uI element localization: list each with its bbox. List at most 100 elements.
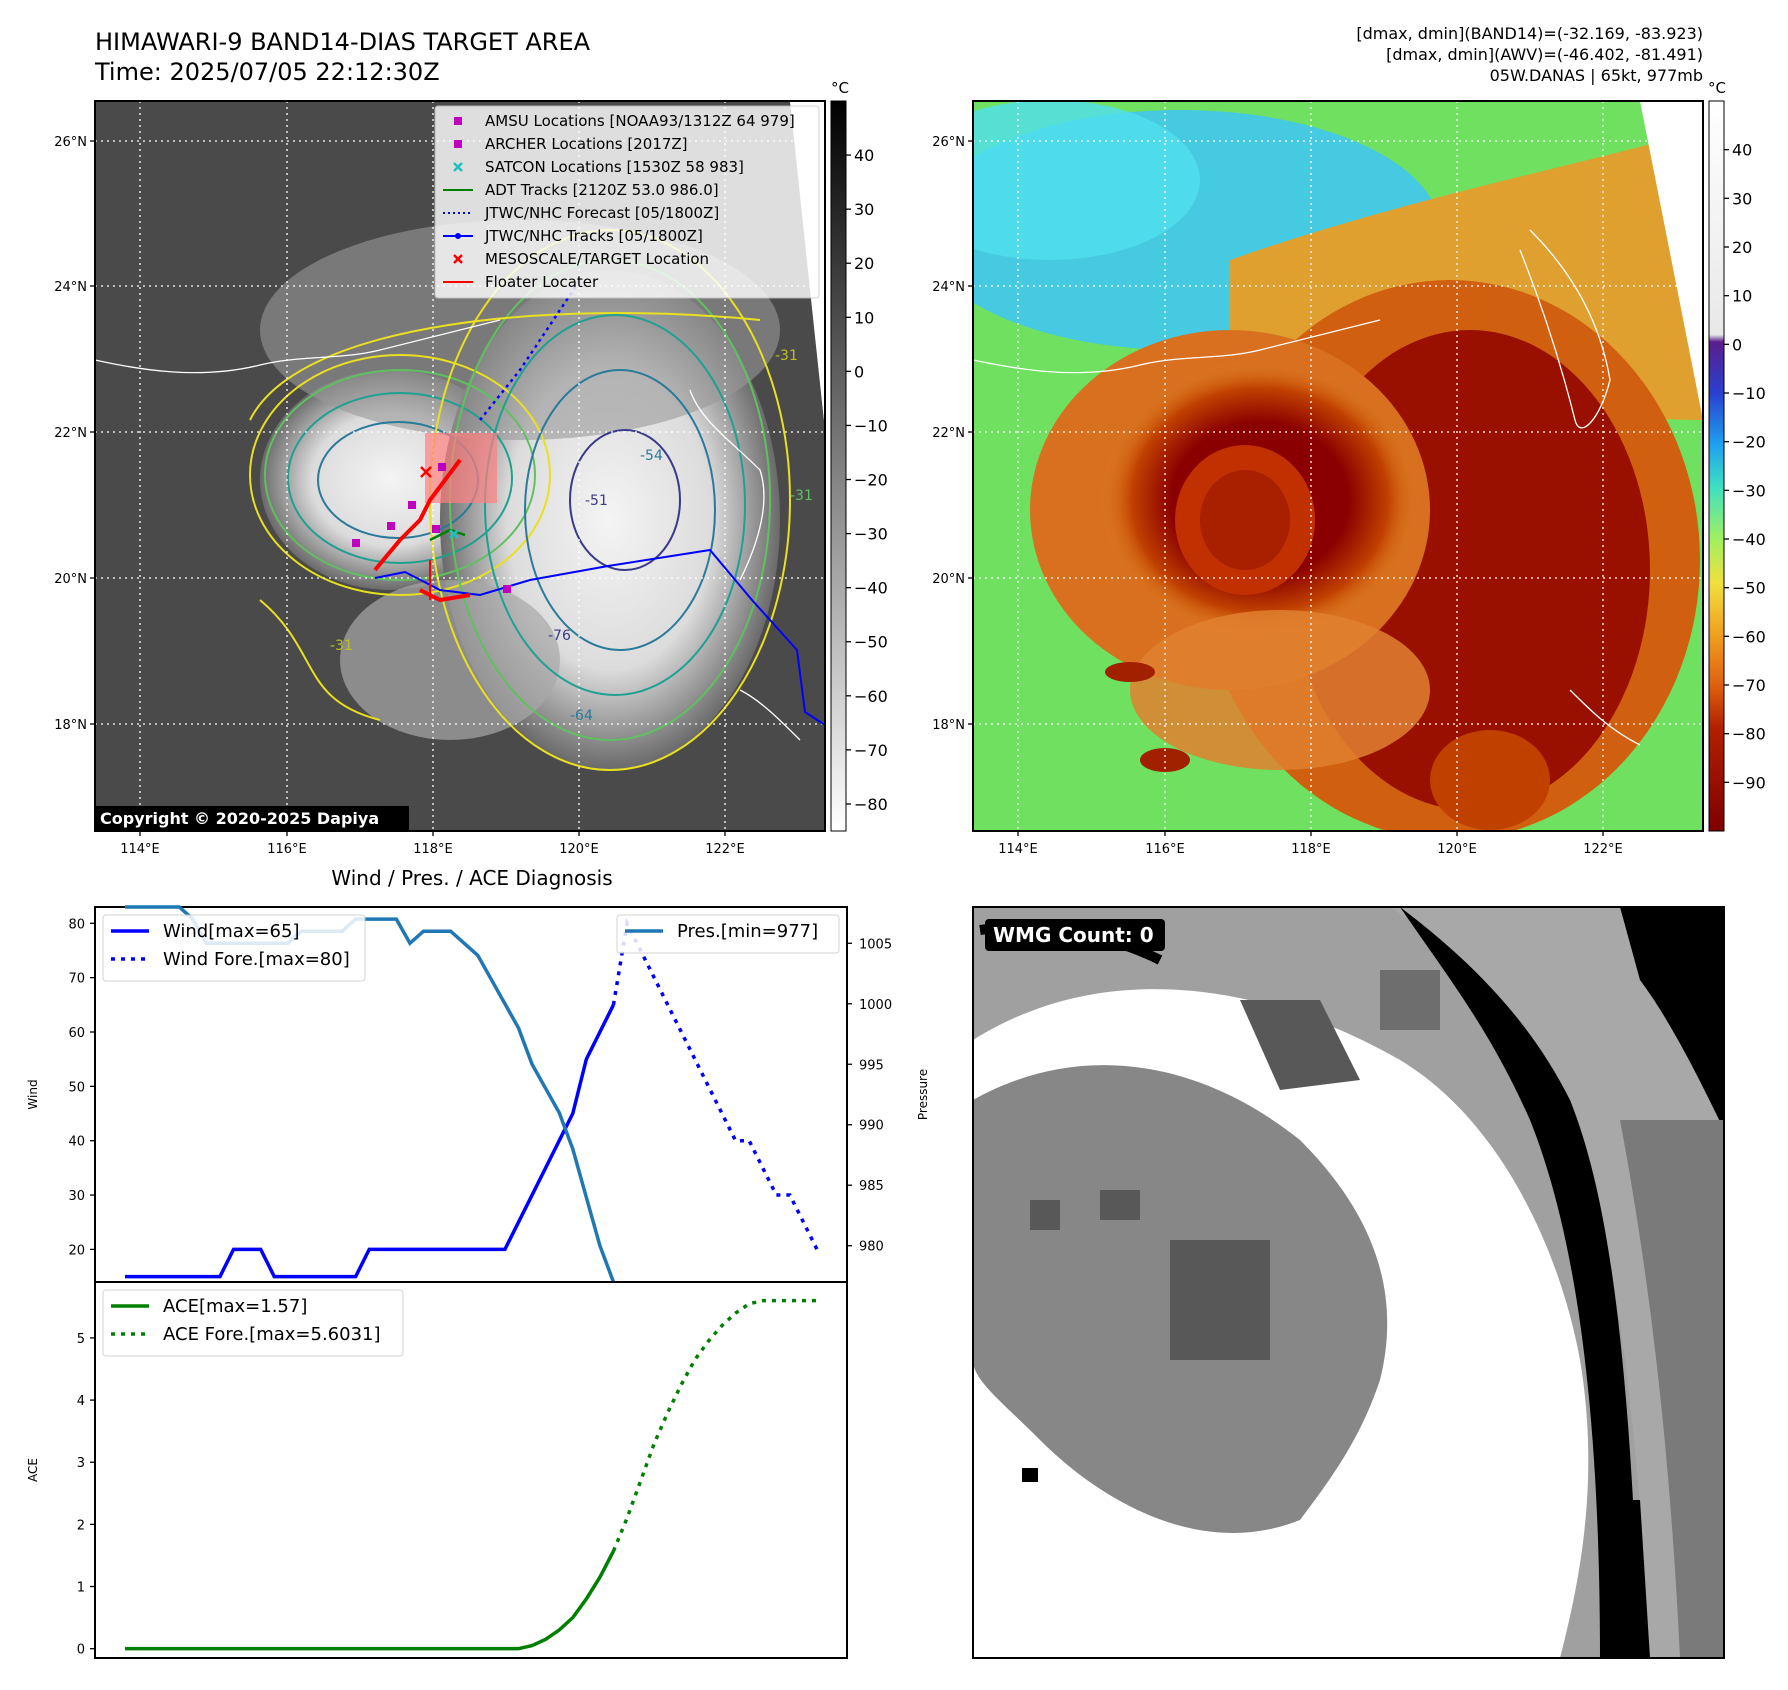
legend-label: Pres.[min=977] — [677, 921, 818, 942]
contour-label: -51 — [585, 493, 608, 509]
colorbar-tick-label: 40 — [1732, 141, 1752, 160]
legend-entry: MESOSCALE/TARGET Location — [453, 250, 709, 268]
lat-label: 26°N — [54, 135, 87, 150]
legend-label: Floater Locater — [485, 273, 599, 291]
colorbar-tick-label: 30 — [854, 200, 874, 219]
lat-label: 26°N — [932, 135, 965, 150]
y2-tick-label: 990 — [859, 1119, 884, 1134]
ir-map-axis-labels: 26°N 24°N 22°N 20°N 18°N 114°E 116°E 118°E 120°E… — [54, 135, 745, 857]
y-tick-label: 0 — [77, 1643, 85, 1658]
y2-tick-label: 1000 — [859, 998, 892, 1013]
legend-entry: AMSU Locations [NOAA93/1312Z 64 979] — [454, 112, 795, 130]
lat-label: 18°N — [932, 718, 965, 733]
colorbar-tick-label: −30 — [1732, 481, 1766, 500]
series-observed-line — [125, 1550, 616, 1651]
y2-tick-label: 985 — [859, 1179, 884, 1194]
y-tick-label: 3 — [77, 1456, 85, 1471]
y-axis-label: Wind — [26, 1079, 40, 1109]
contour-label: -31 — [330, 638, 353, 654]
colorbar-tick-label: −40 — [1732, 530, 1766, 549]
lat-label: 20°N — [54, 572, 87, 587]
contour-label: -31 — [790, 488, 813, 504]
ir-colorbar — [830, 100, 847, 832]
map-legend: AMSU Locations [NOAA93/1312Z 64 979] ARCH… — [434, 105, 820, 299]
legend-entry: SATCON Locations [1530Z 58 983] — [453, 158, 744, 176]
colorbar-tick-label: −70 — [1732, 676, 1766, 695]
colorbar-tick-label: −80 — [854, 795, 888, 814]
lon-label: 122°E — [705, 842, 745, 857]
colorbar-tick-label: 30 — [1732, 189, 1752, 208]
colorbar-tick-label: −40 — [854, 579, 888, 598]
legend-label: ADT Tracks [2120Z 53.0 986.0] — [485, 181, 719, 199]
y-tick-label: 1 — [77, 1581, 85, 1596]
colorbar-tick-label: −60 — [854, 687, 888, 706]
wind-pressure-chart: 80 70 60 50 40 30 20 Wind 1005 1000 995 990 985 980 Pr… — [26, 905, 930, 1283]
chart-legend-secondary: Pres.[min=977] — [616, 914, 840, 954]
series-forecast-line — [611, 917, 819, 1251]
y-tick-label: 70 — [68, 972, 85, 987]
legend-swatch — [454, 140, 462, 148]
colorbar-tick-label: −90 — [1732, 773, 1766, 792]
y-tick-label: 30 — [68, 1189, 85, 1204]
colorbar-tick-label: −10 — [1732, 384, 1766, 403]
colorbar-tick-label: −60 — [1732, 627, 1766, 646]
legend-label: Wind[max=65] — [163, 921, 300, 942]
y-tick-label: 80 — [68, 917, 85, 932]
y2-tick-label: 995 — [859, 1058, 884, 1073]
legend-entry: Floater Locater — [443, 273, 599, 291]
y2-tick-label: 1005 — [859, 937, 892, 952]
ir-colorbar-unit: °C — [831, 79, 849, 97]
series-forecast-line — [611, 1298, 817, 1552]
legend-entry: ADT Tracks [2120Z 53.0 986.0] — [443, 181, 719, 199]
lon-label: 118°E — [1291, 842, 1331, 857]
lon-label: 116°E — [1145, 842, 1185, 857]
y-tick-label: 60 — [68, 1026, 85, 1041]
legend-label: ARCHER Locations [2017Z] — [485, 135, 688, 153]
y-tick-label: 2 — [77, 1518, 85, 1533]
ir-map-frame — [94, 100, 826, 832]
ir-colorbar-ticks: 40 30 20 10 0 −10 −20 −30 −40 −50 −60 −70 −80 — [846, 146, 888, 814]
wmg-count-box — [985, 919, 1165, 951]
wmg-panel — [973, 907, 1724, 1658]
colorbar-tick-label: 20 — [854, 254, 874, 273]
lat-label: 18°N — [54, 718, 87, 733]
lat-label: 24°N — [932, 280, 965, 295]
colorbar-tick-label: 20 — [1732, 238, 1752, 257]
colorbar-tick-label: −30 — [854, 525, 888, 544]
legend-label: MESOSCALE/TARGET Location — [485, 250, 709, 268]
y2-axis-label: Pressure — [916, 1069, 930, 1120]
enhanced-map-axis-labels: 26°N 24°N 22°N 20°N 18°N 114°E 116°E 118°E 120°E… — [932, 135, 1623, 857]
y-tick-label: 40 — [68, 1135, 85, 1150]
colorbar-tick-label: −80 — [1732, 725, 1766, 744]
enhanced-map-frame — [972, 100, 1704, 832]
legend-entry: JTWC/NHC Tracks [05/1800Z] — [443, 227, 703, 245]
contour-label: -31 — [775, 348, 798, 364]
y-tick-label: 20 — [68, 1243, 85, 1258]
legend-swatch — [454, 117, 462, 125]
lat-label: 20°N — [932, 572, 965, 587]
contour-label: -54 — [640, 448, 663, 464]
lat-label: 22°N — [54, 426, 87, 441]
enhanced-colorbar — [1708, 100, 1725, 832]
y-tick-label: 4 — [77, 1394, 85, 1409]
legend-label: AMSU Locations [NOAA93/1312Z 64 979] — [485, 112, 795, 130]
copyright-box — [95, 806, 409, 831]
lat-label: 22°N — [932, 426, 965, 441]
legend-label: JTWC/NHC Tracks [05/1800Z] — [484, 227, 703, 245]
colorbar-tick-label: 0 — [1732, 335, 1742, 354]
legend-entry: ARCHER Locations [2017Z] — [454, 135, 688, 153]
figure-time: Time: 2025/07/05 22:12:30Z — [94, 58, 440, 86]
chart-legend: Wind[max=65] Wind Fore.[max=80] — [102, 914, 366, 982]
series-observed-line — [125, 1004, 616, 1279]
enhanced-colorbar-unit: °C — [1708, 79, 1726, 97]
enhanced-map-panel — [973, 101, 1703, 831]
legend-label: Wind Fore.[max=80] — [163, 949, 350, 970]
colorbar-tick-label: 10 — [854, 308, 874, 327]
legend-label: SATCON Locations [1530Z 58 983] — [485, 158, 744, 176]
lon-label: 122°E — [1583, 842, 1623, 857]
wmg-frame — [972, 906, 1725, 1659]
diagnosis-title: Wind / Pres. / ACE Diagnosis — [331, 866, 612, 890]
chart-legend: ACE[max=1.57] ACE Fore.[max=5.6031] — [102, 1289, 404, 1357]
lon-label: 120°E — [1437, 842, 1477, 857]
legend-entry: JTWC/NHC Forecast [05/1800Z] — [443, 204, 719, 222]
